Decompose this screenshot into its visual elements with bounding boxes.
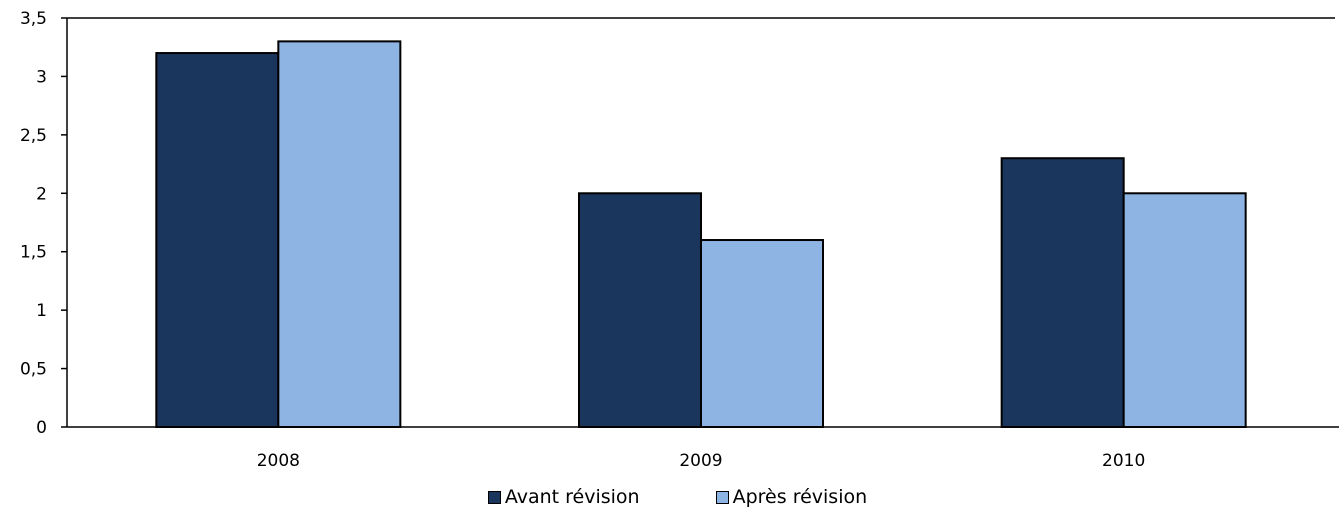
legend-label-avant: Avant révision bbox=[504, 486, 640, 508]
y-tick-label: 1 bbox=[36, 301, 47, 321]
y-axis: 0 0,5 1 1,5 2 2,5 3 3,5 bbox=[20, 9, 1335, 438]
bar-2010-series-1 bbox=[1122, 192, 1247, 428]
bar-2009-series-0 bbox=[578, 192, 702, 428]
bar-chart: 0 0,5 1 1,5 2 2,5 3 3,5 2008 2009 2010 bbox=[20, 9, 1339, 471]
y-tick-label: 3 bbox=[36, 67, 47, 87]
legend-swatch-apres bbox=[715, 490, 729, 504]
legend-item-apres: Après révision bbox=[715, 486, 868, 508]
y-tick-label: 3,5 bbox=[20, 9, 47, 29]
y-tick-label: 2 bbox=[36, 184, 47, 204]
bar-2009-series-1 bbox=[700, 239, 824, 428]
x-tick-label: 2010 bbox=[1102, 451, 1145, 471]
legend: Avant révision Après révision bbox=[0, 482, 1339, 512]
bar-2008-series-0 bbox=[155, 52, 280, 429]
legend-item-avant: Avant révision bbox=[487, 486, 640, 508]
y-tick-label: 0 bbox=[36, 418, 47, 438]
x-axis: 2008 2009 2010 bbox=[67, 426, 1339, 471]
legend-label-apres: Après révision bbox=[732, 486, 868, 508]
x-tick-label: 2008 bbox=[257, 451, 300, 471]
bars-group bbox=[155, 40, 1247, 429]
bar-2008-series-1 bbox=[277, 40, 402, 428]
bar-2010-series-0 bbox=[1000, 157, 1125, 428]
y-tick-label: 1,5 bbox=[20, 243, 47, 263]
legend-swatch-avant bbox=[487, 490, 501, 504]
y-tick-label: 2,5 bbox=[20, 126, 47, 146]
x-tick-label: 2009 bbox=[679, 451, 722, 471]
y-tick-label: 0,5 bbox=[20, 360, 47, 380]
